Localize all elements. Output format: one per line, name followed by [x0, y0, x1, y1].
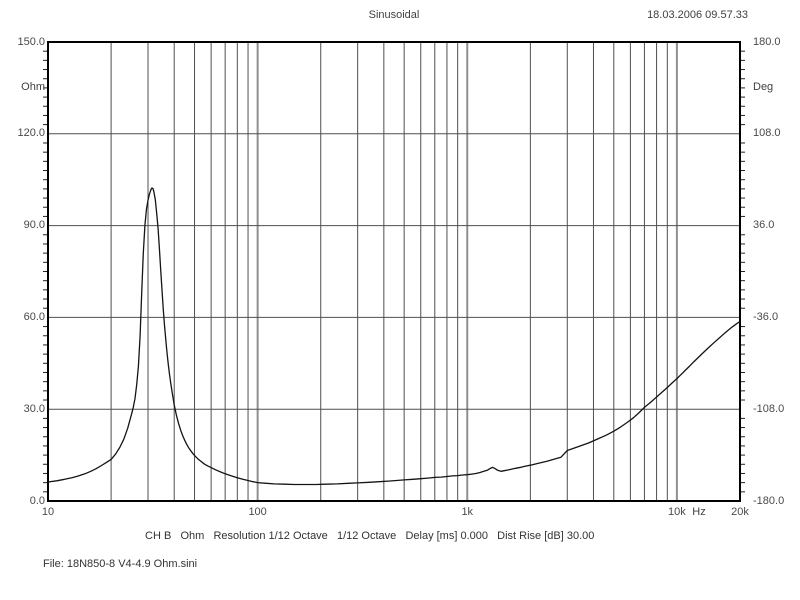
chart-title: Sinusoidal: [368, 9, 420, 21]
y-axis-left-tick-label: 90.0: [23, 219, 45, 232]
x-axis-tick-label: 20k: [731, 506, 749, 518]
y-axis-right-tick-label: 108.0: [753, 127, 781, 140]
y-axis-left-unit-label: Ohm: [21, 81, 45, 93]
impedance-curve: [47, 187, 741, 486]
x-axis-tick-label: 10k: [668, 506, 686, 518]
plot-border: [47, 41, 741, 502]
y-axis-right-tick-label: -108.0: [753, 402, 785, 415]
x-axis-tick-label: 100: [248, 506, 267, 518]
y-axis-right-tick-label: 36.0: [753, 219, 775, 232]
y-axis-right-tick-label: 180.0: [753, 35, 781, 48]
measurement-timestamp: 18.03.2006 09.57.33: [647, 9, 748, 21]
x-axis-tick-label: 10: [41, 506, 55, 518]
y-axis-right-tick-label: -180.0: [753, 494, 785, 507]
y-axis-left-tick-label: 30.0: [23, 402, 45, 415]
y-axis-left-tick-label: 60.0: [23, 310, 45, 323]
file-name-label: File: 18N850-8 V4-4.9 Ohm.sini: [43, 558, 198, 570]
y-axis-left-tick-label: 120.0: [17, 127, 45, 140]
y-axis-right-unit-label: Deg: [753, 81, 774, 93]
x-axis-tick-label: 1k: [461, 506, 474, 518]
y-axis-right-tick-label: -36.0: [753, 310, 779, 323]
x-axis-unit-label: Hz: [692, 506, 706, 518]
y-axis-left-tick-label: 0.0: [29, 494, 45, 507]
y-axis-left-tick-label: 150.0: [17, 35, 45, 48]
measurement-settings-status-line: CH B Ohm Resolution 1/12 Octave 1/12 Oct…: [145, 530, 595, 542]
